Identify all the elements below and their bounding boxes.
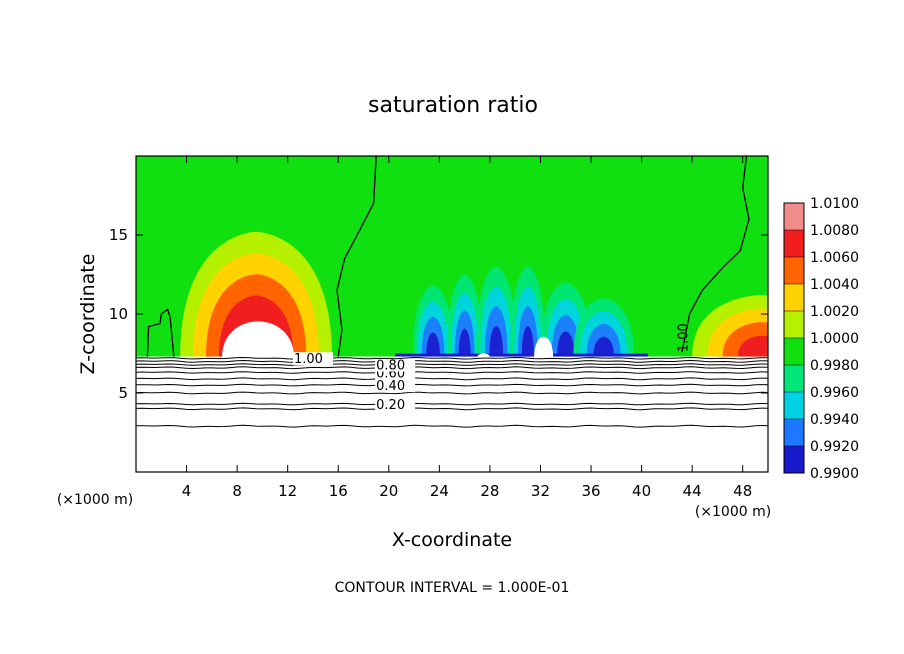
colorbar-label-0.9980: 0.9980 [810, 358, 859, 374]
contour-line-0.20 [136, 402, 768, 406]
colorbar-label-0.9900: 0.9900 [810, 466, 859, 482]
contour-label-0.40: 0.40 [376, 379, 405, 394]
x-tick-label-16: 16 [329, 482, 348, 500]
dry-plume-6-level-0.9920 [593, 336, 614, 357]
contour-line-1.00 [136, 356, 768, 360]
color-field [136, 156, 768, 472]
x-unit-left: (×1000 m) [57, 492, 133, 508]
below-cloud-base [136, 356, 768, 472]
x-tick-label-40: 40 [632, 482, 651, 500]
x-tick-label-4: 4 [182, 482, 192, 500]
colorbar-label-1.0100: 1.0100 [810, 196, 859, 212]
x-tick-label-12: 12 [278, 482, 297, 500]
colorbar-band-0.9980 [784, 338, 804, 365]
colorbar-band-1.0060 [784, 230, 804, 257]
x-tick-label-28: 28 [480, 482, 499, 500]
contour-label-bg-0.80 [375, 358, 416, 372]
colorbar-label-0.9960: 0.9960 [810, 385, 859, 401]
dry-plume-4-level-0.9920 [521, 326, 534, 357]
x-tick-label-36: 36 [581, 482, 600, 500]
contour-line-0.40 [136, 383, 768, 387]
x-tick-label-44: 44 [683, 482, 702, 500]
colorbar-label-0.9940: 0.9940 [810, 412, 859, 428]
colorbar-label-1.0080: 1.0080 [810, 223, 859, 239]
x-tick-label-24: 24 [430, 482, 449, 500]
x-tick-label-8: 8 [232, 482, 242, 500]
colorbar-band-0.9940 [784, 392, 804, 419]
colorbar-band-0.9960 [784, 365, 804, 392]
x-tick-label-32: 32 [531, 482, 550, 500]
contour-label-bg-1.00 [293, 352, 333, 366]
colorbar-band-1.0080 [784, 203, 804, 230]
contour-label-0.20: 0.20 [376, 398, 405, 413]
colorbar-band-0.9900 [784, 446, 804, 473]
colorbar-band-1.0040 [784, 257, 804, 284]
x-unit-right: (×1000 m) [695, 504, 771, 520]
contour-line-unlabeled-1 [136, 424, 768, 428]
contour-line-0.80 [136, 363, 768, 366]
contour-line-unlabeled-4 [136, 377, 768, 381]
colorbar-band-1.0000 [784, 311, 804, 338]
colorbar-band-0.9920 [784, 419, 804, 446]
contour-label-bg-0.40 [375, 379, 416, 393]
x-axis-title: X-coordinate [392, 529, 512, 551]
chart-title: saturation ratio [368, 93, 538, 118]
y-tick-label-15: 15 [109, 226, 128, 244]
contour-1.00-left [146, 308, 175, 357]
y-axis-title: Z-coordinate [77, 254, 99, 375]
dry-plume-2-level-0.9920 [458, 328, 471, 357]
colorbar: 0.9900 0.9920 0.9940 0.9960 0.9980 1.0000 1.00… [783, 196, 859, 482]
unshaded-gap-3 [534, 336, 554, 358]
x-tick-label-20: 20 [379, 482, 398, 500]
colorbar-label-1.0060: 1.0060 [810, 250, 859, 266]
contour-line-unlabeled-5 [136, 366, 768, 370]
contour-line-unlabeled-6 [136, 359, 768, 363]
contour-label-0.80: 0.80 [376, 359, 405, 374]
dry-plume-1-level-0.9920 [426, 332, 440, 357]
y-tick-label-5: 5 [118, 384, 128, 402]
contour-1.00-right [681, 156, 750, 353]
colorbar-label-1.0040: 1.0040 [810, 277, 859, 293]
colorbar-band-1.0020 [784, 284, 804, 311]
colorbar-label-1.0020: 1.0020 [810, 304, 859, 320]
contour-interval-note: CONTOUR INTERVAL = 1.000E-01 [335, 580, 570, 596]
unshaded-gap-2 [477, 353, 490, 358]
colorbar-label-1.0000: 1.0000 [810, 331, 859, 347]
dry-base-rim [395, 353, 648, 357]
warm-right-level-1.0080 [738, 335, 768, 357]
contour-1.00-middle [336, 156, 377, 357]
colorbar-frame [783, 202, 805, 474]
dry-plume-5-level-0.9920 [557, 331, 575, 357]
unshaded-gap-1 [221, 321, 294, 358]
plot-area: 0.200.400.600.801.001.00 [135, 155, 769, 473]
dry-plume-3-level-0.9920 [489, 326, 504, 357]
x-tick-label-48: 48 [733, 482, 752, 500]
contour-line-0.60 [136, 371, 768, 374]
contour-label-bg-0.20 [375, 398, 416, 412]
contour-lines: 0.200.400.600.801.001.00 [136, 156, 768, 428]
contour-label-1.00: 1.00 [294, 352, 323, 367]
y-tick-label-10: 10 [109, 305, 128, 323]
contour-line-unlabeled-3 [136, 391, 768, 395]
y-axis-ticks: 5 10 15 [109, 226, 768, 402]
contour-line-unlabeled-2 [136, 407, 768, 411]
colorbar-label-0.9920: 0.9920 [810, 439, 859, 455]
x-axis-ticks: 4 8 12 16 20 24 28 32 36 40 44 48 [182, 156, 752, 500]
contour-label-right-1.00: 1.00 [676, 323, 691, 352]
